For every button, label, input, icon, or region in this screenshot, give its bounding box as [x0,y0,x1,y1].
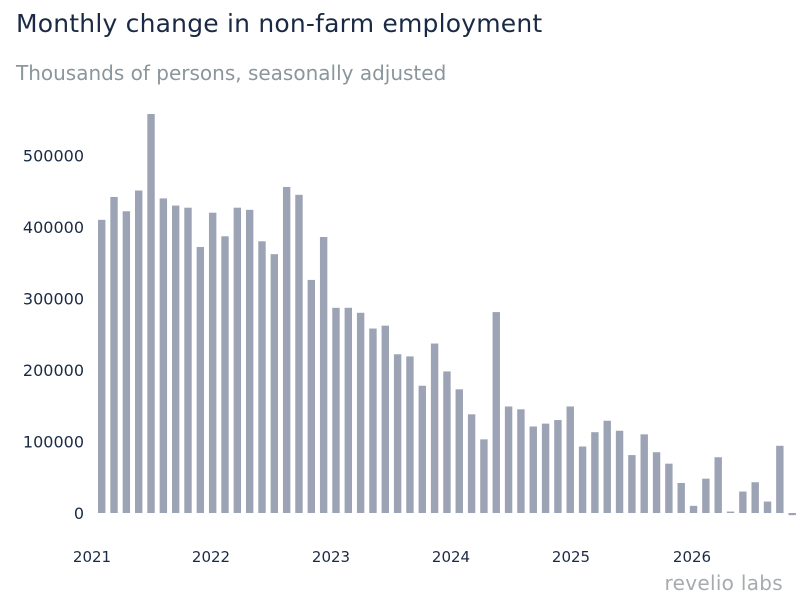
bar [615,430,624,513]
bar [443,371,451,513]
bar [221,236,229,514]
bar [788,513,796,516]
x-tick-label: 2022 [192,548,230,566]
bar [529,426,537,513]
bar [393,354,402,513]
bar [184,207,192,513]
bar [245,209,254,513]
bar [554,420,562,513]
bar [282,186,291,513]
bar [122,211,131,513]
y-tick-label: 500000 [23,147,84,166]
bar [233,207,242,513]
bar [677,482,685,513]
brand-logo: revelio labs [664,571,783,595]
bar [381,325,389,513]
bar [726,511,735,513]
y-tick-label: 400000 [23,218,84,237]
y-tick-label: 0 [74,504,84,523]
x-tick-label: 2021 [73,548,111,566]
bar [763,501,772,513]
chart-title: Monthly change in non-farm employment [16,9,543,38]
y-tick-label: 200000 [23,361,84,380]
bar [418,385,426,513]
bar [356,312,365,513]
bar [110,196,118,513]
bar [332,307,340,513]
bar [702,478,710,513]
x-tick-label: 2024 [432,548,470,566]
bar [566,406,574,513]
bar [504,406,513,513]
bar [517,409,525,513]
bar [751,482,759,513]
bar [776,445,784,513]
bar [640,434,648,513]
bar [319,237,328,513]
bar [344,307,352,513]
bar [591,432,599,513]
bar [159,198,168,513]
bar [578,446,587,513]
chart-subtitle: Thousands of persons, seasonally adjuste… [16,61,447,85]
bar [455,389,463,513]
bar [652,452,661,513]
x-tick-label: 2023 [312,548,350,566]
bar [603,420,611,513]
bar [98,219,106,513]
bar [258,241,266,514]
bar [628,455,636,513]
bar [406,356,414,513]
bar [196,247,205,513]
bar [208,212,217,513]
bar [134,190,143,513]
bar [665,463,673,513]
bar [714,457,722,513]
bar [480,439,488,513]
bar [467,414,476,513]
bar [689,505,698,513]
bar [295,194,303,513]
bar [430,343,439,513]
bar [739,491,747,513]
y-tick-label: 100000 [23,433,84,452]
bar [307,279,316,513]
bar [147,114,155,513]
bar [270,254,279,514]
bar [492,312,500,513]
bar [369,328,377,513]
bar [171,205,180,514]
y-tick-label: 300000 [23,290,84,309]
x-tick-label: 2026 [673,548,711,566]
x-tick-label: 2025 [552,548,590,566]
bar [541,423,550,514]
